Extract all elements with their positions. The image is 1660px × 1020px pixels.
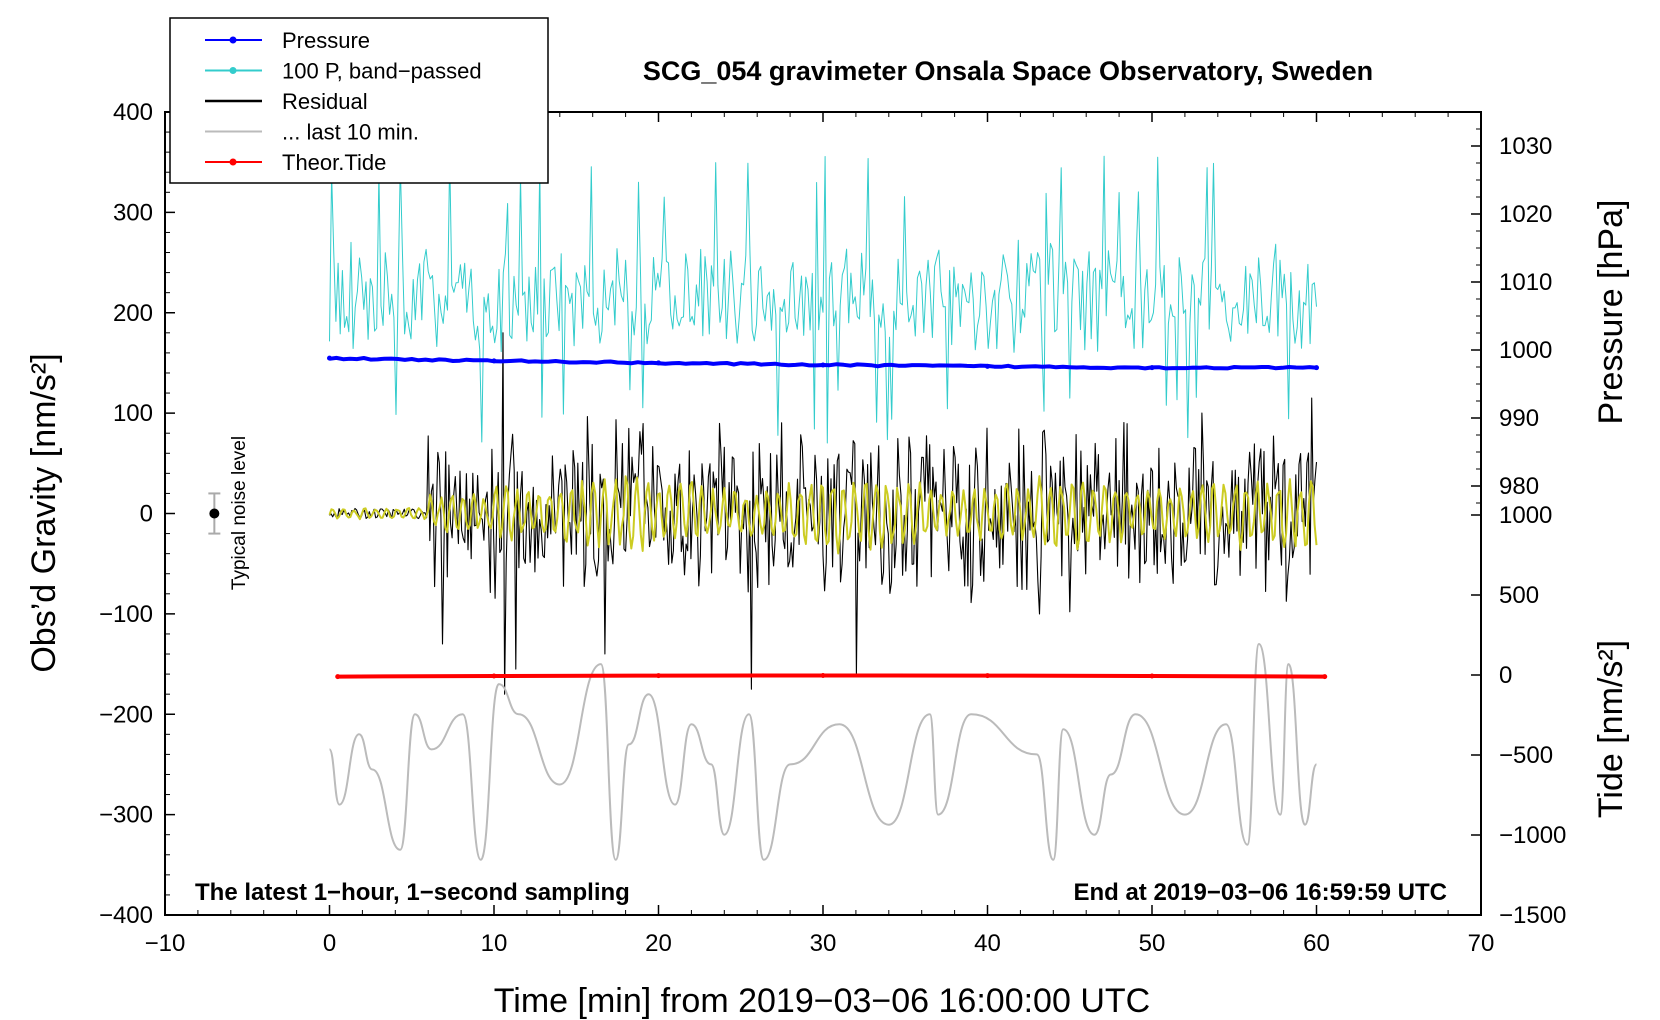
- y-tick-label: 0: [140, 501, 153, 528]
- pressure-point: [656, 360, 661, 366]
- x-tick-label: 0: [323, 930, 336, 957]
- x-tick-label: 30: [810, 930, 837, 957]
- pressure-point: [1149, 365, 1155, 371]
- tide-point: [335, 674, 341, 680]
- legend-label: Residual: [282, 89, 368, 114]
- y-axis-label-tide: Tide [nm/s²]: [1592, 640, 1630, 818]
- chart-title: SCG_054 gravimeter Onsala Space Observat…: [643, 56, 1373, 86]
- legend: Pressure 100 P, band−passed Residual ... la…: [169, 17, 549, 184]
- series-line-last-10-min: [328, 642, 1318, 861]
- pressure-tick-label: 1020: [1499, 201, 1552, 228]
- tide-point: [1149, 673, 1155, 679]
- tide-tick-label: −1000: [1499, 822, 1566, 849]
- y-tick-label: −300: [99, 802, 153, 829]
- legend-label: Pressure: [282, 28, 370, 53]
- pressure-tick-label: 1030: [1499, 133, 1552, 160]
- y-tick-label: 100: [113, 400, 153, 427]
- y-tick-label: 200: [113, 300, 153, 327]
- legend-marker: [229, 158, 237, 166]
- y-tick-label: −400: [99, 902, 153, 929]
- note-right: End at 2019−03−06 16:59:59 UTC: [1073, 879, 1447, 906]
- note-left: The latest 1−hour, 1−second sampling: [195, 879, 630, 906]
- axes-group: −10 0 10 20 30 40 50 60 704003002001000−100−200−…: [99, 99, 1566, 957]
- y-tick-label: −100: [99, 601, 153, 628]
- tide-point: [820, 672, 826, 678]
- pressure-point: [985, 363, 990, 369]
- pressure-tick-label: 990: [1499, 405, 1539, 432]
- series-line-theor-tide: [337, 673, 1325, 679]
- legend-marker: [229, 36, 237, 44]
- pressure-tick-label: 1010: [1499, 269, 1552, 296]
- pressure-tick-label: 980: [1499, 473, 1539, 500]
- y-axis-label-pressure: Pressure [hPa]: [1592, 200, 1630, 425]
- series-group: [327, 154, 1328, 861]
- legend-label: ... last 10 min.: [282, 120, 419, 145]
- x-tick-label: 20: [645, 930, 672, 957]
- x-tick-label: 50: [1139, 930, 1166, 957]
- tide-tick-label: 0: [1499, 662, 1512, 689]
- legend-entries: Pressure 100 P, band−passed Residual ... la…: [205, 28, 482, 175]
- series-line-bandpassed-pressure: [329, 154, 1317, 444]
- x-tick-label: 40: [974, 930, 1001, 957]
- x-tick-label: 70: [1468, 930, 1495, 957]
- legend-label: Theor.Tide: [282, 150, 386, 175]
- y-tick-label: 300: [113, 199, 153, 226]
- tide-point: [1322, 674, 1328, 680]
- legend-marker: [229, 67, 237, 74]
- tide-point: [985, 673, 990, 679]
- pressure-point: [491, 358, 497, 364]
- y-tick-label: 400: [113, 99, 153, 126]
- x-axis-label: Time [min] from 2019−03−06 16:00:00 UTC: [494, 982, 1150, 1020]
- y-tick-label: −200: [99, 701, 153, 728]
- pressure-point: [820, 362, 826, 368]
- tide-tick-label: −500: [1499, 742, 1553, 769]
- series-line-residual-overlay: [328, 475, 1318, 555]
- x-tick-label: 10: [481, 930, 508, 957]
- tide-tick-label: −1500: [1499, 902, 1566, 929]
- tide-tick-label: 1000: [1499, 502, 1552, 529]
- pressure-point: [327, 355, 332, 361]
- x-tick-label: 60: [1303, 930, 1330, 957]
- noise-level-label: Typical noise level: [229, 436, 250, 590]
- pressure-tick-label: 1000: [1499, 337, 1552, 364]
- tide-point: [491, 673, 497, 679]
- x-tick-label: −10: [145, 930, 186, 957]
- series-line-residual: [329, 332, 1318, 695]
- pressure-point: [1314, 365, 1319, 371]
- noise-level-indicator: Typical noise level: [208, 436, 250, 590]
- tide-tick-label: 500: [1499, 582, 1539, 609]
- tide-point: [656, 673, 661, 679]
- y-axis-label-left: Obs’d Gravity [nm/s²]: [25, 353, 63, 672]
- noise-level-marker: [209, 508, 220, 519]
- legend-label: 100 P, band−passed: [282, 59, 482, 84]
